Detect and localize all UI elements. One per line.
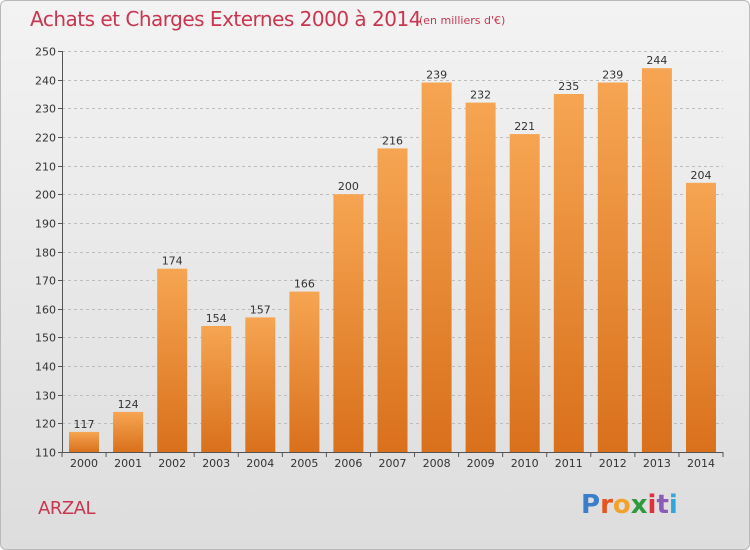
- value-label-2013: 244: [646, 54, 667, 67]
- proxiti-logo[interactable]: Proxiti: [581, 490, 678, 520]
- y-tick-label: 160: [35, 304, 56, 317]
- logo-letter: o: [612, 490, 631, 520]
- value-label-2008: 239: [426, 69, 447, 82]
- x-tick-label-2010: 2010: [511, 457, 539, 470]
- value-label-2007: 216: [382, 134, 403, 147]
- x-tick-label-2003: 2003: [202, 457, 230, 470]
- bar-2008: [421, 82, 452, 452]
- y-tick-label: 140: [35, 361, 56, 374]
- y-tick-label: 130: [35, 390, 56, 403]
- x-tick-label-2004: 2004: [246, 457, 274, 470]
- x-tick-label-2005: 2005: [290, 457, 318, 470]
- value-label-2011: 235: [558, 80, 579, 93]
- x-tick-label-2006: 2006: [334, 457, 362, 470]
- chart-unit: (en milliers d'€): [419, 14, 506, 27]
- logo-letter: i: [668, 490, 678, 520]
- bar-2007: [377, 148, 408, 452]
- bar-2012: [597, 82, 628, 452]
- value-label-2003: 154: [206, 312, 227, 325]
- value-label-2002: 174: [162, 255, 183, 268]
- bar-2011: [553, 94, 584, 452]
- y-tick-label: 110: [35, 447, 56, 460]
- y-tick-label: 240: [35, 75, 56, 88]
- x-tick-label-2009: 2009: [467, 457, 495, 470]
- axes: [62, 51, 723, 453]
- logo-letter: i: [647, 490, 657, 520]
- bars: 117 124 174 154 157 166 200 216 239 232 221 235 239 2…: [69, 54, 716, 453]
- bar-2006: [333, 194, 364, 452]
- bar-2009: [465, 102, 496, 452]
- y-tick-label: 210: [35, 161, 56, 174]
- bar-2000: [69, 431, 99, 452]
- commune-name: ARZAL: [38, 498, 96, 519]
- bar-2005: [289, 291, 320, 452]
- logo-letter: t: [656, 490, 669, 520]
- x-tick-label-2013: 2013: [643, 457, 671, 470]
- x-tick-label-2012: 2012: [599, 457, 627, 470]
- bar-2004: [245, 317, 276, 452]
- x-tick-label-2000: 2000: [70, 457, 98, 470]
- y-tick-label: 190: [35, 218, 56, 231]
- x-tick-label-2008: 2008: [423, 457, 451, 470]
- bar-2003: [201, 326, 232, 452]
- value-label-2014: 204: [691, 169, 712, 182]
- x-tick-label-2001: 2001: [114, 457, 142, 470]
- bar-2010: [509, 134, 540, 452]
- value-label-2004: 157: [250, 303, 271, 316]
- logo-letter: x: [630, 490, 648, 520]
- y-tick-label: 230: [35, 103, 56, 116]
- logo-letter: r: [600, 490, 613, 520]
- y-tick-label: 180: [35, 247, 56, 260]
- value-label-2012: 239: [602, 69, 623, 82]
- x-tick-label-2007: 2007: [379, 457, 407, 470]
- y-tick-label: 220: [35, 132, 56, 145]
- x-axis-ticks: 2000 2001 2002 2003 2004 2005 2006 2007 2008 2009…: [61, 452, 724, 470]
- chart-title: Achats et Charges Externes 2000 à 2014: [30, 7, 421, 31]
- logo-letter: P: [581, 490, 601, 520]
- x-tick-label-2002: 2002: [158, 457, 186, 470]
- value-label-2001: 124: [118, 398, 139, 411]
- y-tick-label: 170: [35, 275, 56, 288]
- value-label-2006: 200: [338, 180, 359, 193]
- bar-2001: [113, 411, 144, 452]
- x-tick-label-2011: 2011: [555, 457, 583, 470]
- y-axis-ticks: 110 120 130 140 150 160 170 180 190 200 210 220 230 2…: [35, 46, 62, 460]
- y-tick-label: 150: [35, 332, 56, 345]
- value-label-2005: 166: [294, 278, 315, 291]
- bar-2002: [157, 268, 188, 452]
- y-tick-label: 200: [35, 189, 56, 202]
- value-label-2000: 117: [74, 418, 95, 431]
- y-tick-label: 250: [35, 46, 56, 59]
- x-tick-label-2014: 2014: [687, 457, 715, 470]
- y-tick-label: 120: [35, 418, 56, 431]
- bar-2014: [686, 182, 716, 453]
- value-label-2010: 221: [514, 120, 535, 133]
- value-label-2009: 232: [470, 89, 491, 102]
- bar-2013: [641, 68, 672, 452]
